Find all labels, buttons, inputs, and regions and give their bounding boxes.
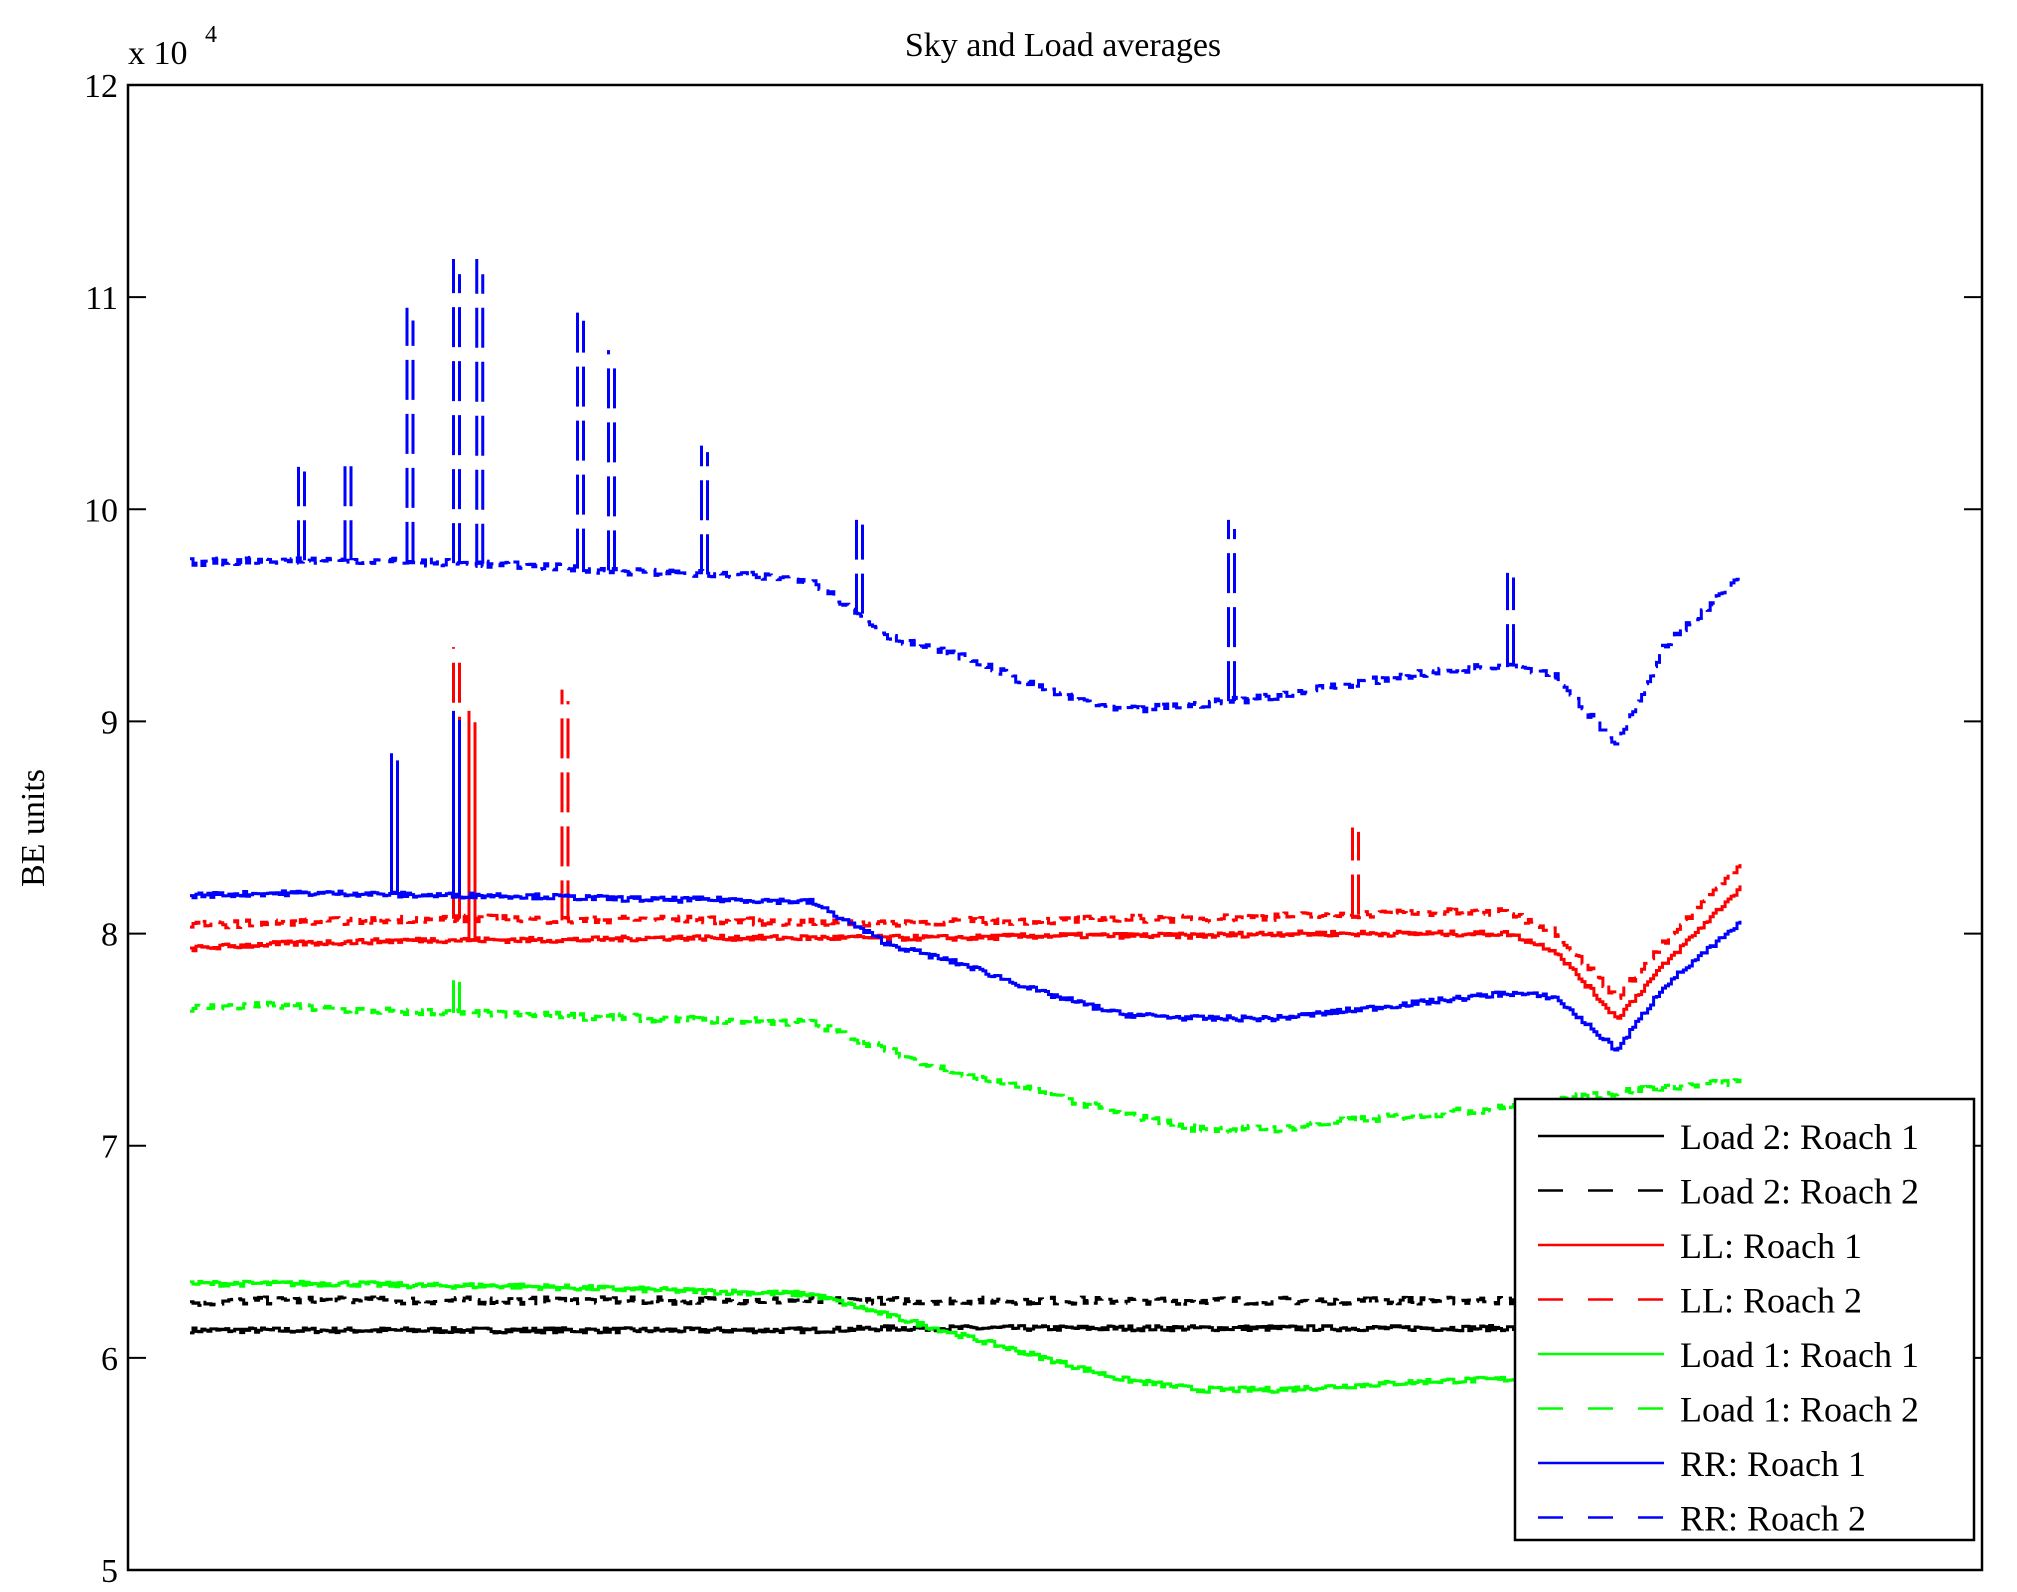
series-line: [190, 1295, 1742, 1307]
y-tick-label: 6: [101, 1341, 118, 1378]
series-line: [190, 860, 1742, 1000]
legend-label: RR: Roach 2: [1680, 1499, 1866, 1539]
y-tick-label: 10: [84, 492, 118, 529]
plot-area-frame: [126, 83, 1984, 1572]
legend-item: LL: Roach 1: [1538, 1226, 1862, 1266]
y-axis-label: BE units: [15, 769, 52, 887]
series-line: [190, 1279, 1742, 1394]
series-rr-roach-2: [190, 258, 1742, 746]
y-ticks: 5 6 7 8 9 10 11 12: [84, 68, 1982, 1590]
legend-label: Load 2: Roach 2: [1680, 1172, 1919, 1212]
y-tick-label: 11: [85, 280, 118, 317]
series-line: [190, 1000, 1742, 1134]
y-tick-label: 8: [101, 917, 118, 954]
y-multiplier: x 10 4: [128, 22, 217, 72]
legend-box: [1513, 1097, 1976, 1542]
y-tick-label: 5: [101, 1553, 118, 1590]
legend-item: LL: Roach 2: [1538, 1281, 1862, 1321]
legend-item: Load 1: Roach 1: [1538, 1335, 1919, 1375]
legend-item: Load 2: Roach 1: [1538, 1117, 1919, 1157]
legend: Load 2: Roach 1 Load 2: Roach 2 LL: Roach …: [1513, 1097, 1976, 1542]
series-load-1-roach-1: [190, 1279, 1742, 1394]
y-tick-label: 12: [84, 68, 118, 105]
series-load-2-roach-2: [190, 1295, 1742, 1307]
legend-label: RR: Roach 1: [1680, 1444, 1866, 1484]
series-load-1-roach-2: [190, 980, 1742, 1134]
y-tick-label: 7: [101, 1129, 118, 1166]
legend-label: Load 2: Roach 1: [1680, 1117, 1919, 1157]
series-line: [190, 1324, 1742, 1335]
y-multiplier-exponent: 4: [205, 22, 217, 48]
series-line: [190, 885, 1742, 1020]
series-line: [190, 889, 1742, 1052]
legend-item: Load 1: Roach 2: [1538, 1390, 1919, 1430]
chart-title: Sky and Load averages: [905, 27, 1221, 64]
legend-item: RR: Roach 2: [1538, 1499, 1866, 1539]
series-ll-roach-1: [190, 710, 1742, 1020]
legend-label: Load 1: Roach 2: [1680, 1390, 1919, 1430]
legend-label: Load 1: Roach 1: [1680, 1335, 1919, 1375]
legend-label: LL: Roach 2: [1680, 1281, 1862, 1321]
series-rr-roach-1: [190, 710, 1742, 1052]
series-load-2-roach-1: [190, 1324, 1742, 1335]
legend-item: RR: Roach 1: [1538, 1444, 1866, 1484]
y-multiplier-label: x 10: [128, 35, 188, 72]
series-layer: [190, 258, 1742, 1394]
legend-item: Load 2: Roach 2: [1538, 1172, 1919, 1212]
series-line: [190, 555, 1742, 746]
y-tick-label: 9: [101, 704, 118, 741]
legend-label: LL: Roach 1: [1680, 1226, 1862, 1266]
